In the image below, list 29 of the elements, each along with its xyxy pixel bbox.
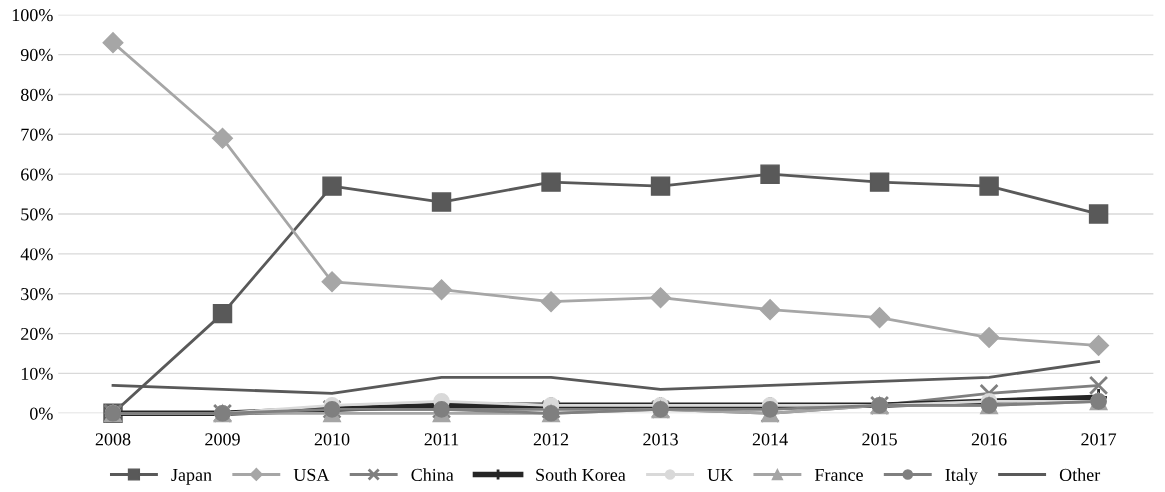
x-tick-label: 2009 xyxy=(205,433,240,446)
legend-label: China xyxy=(411,468,454,481)
legend-label: France xyxy=(814,468,863,481)
y-tick-label: 70% xyxy=(21,128,53,141)
y-tick-label: 40% xyxy=(20,248,53,261)
y-tick-label: 90% xyxy=(20,48,53,62)
legend-label: Italy xyxy=(945,468,978,485)
x-tick-label: 2017 xyxy=(1081,433,1117,446)
y-tick-label: 30% xyxy=(21,287,53,301)
legend-label: UK xyxy=(707,468,733,481)
y-tick-label: 80% xyxy=(20,88,53,101)
y-tick-label: 50% xyxy=(21,208,53,221)
y-tick-label: 60% xyxy=(21,168,53,181)
x-tick-label: 2008 xyxy=(95,433,131,446)
x-tick-label: 2010 xyxy=(314,433,350,446)
x-tick-label: 2015 xyxy=(862,433,897,446)
y-tick-label: 100% xyxy=(12,9,53,22)
x-tick-label: 2013 xyxy=(643,433,678,446)
x-tick-label: 2011 xyxy=(424,433,459,446)
legend-label: Japan xyxy=(171,468,212,485)
x-tick-label: 2012 xyxy=(533,433,569,446)
x-tick-label: 2014 xyxy=(752,433,788,446)
y-tick-label: 0% xyxy=(30,407,53,420)
legend-label: Other xyxy=(1059,468,1101,481)
y-tick-label: 10% xyxy=(21,367,53,380)
legend-label: South Korea xyxy=(536,468,626,481)
y-tick-label: 20% xyxy=(21,327,53,341)
x-tick-label: 2016 xyxy=(971,433,1007,446)
legend-label: USA xyxy=(293,468,330,481)
